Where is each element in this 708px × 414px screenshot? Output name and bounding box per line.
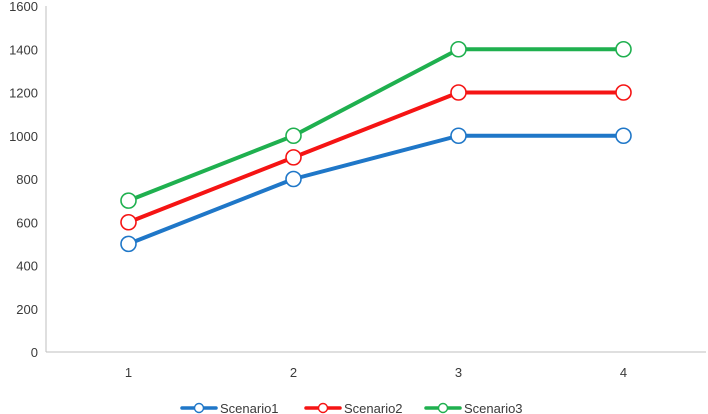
data-point: [450, 84, 467, 101]
legend-marker: [193, 402, 205, 414]
data-point: [450, 127, 467, 145]
data-point: [120, 192, 137, 209]
legend-marker: [437, 402, 449, 414]
data-point: [285, 170, 302, 188]
series-layer: [120, 40, 632, 253]
legend-label: Scenario2: [344, 401, 403, 414]
legend-item-3: Scenario3: [424, 401, 523, 414]
data-point: [120, 213, 137, 231]
x-tick-label: 2: [290, 365, 297, 380]
legend: Scenario1 Scenario2 Scenario3: [180, 401, 523, 414]
axes: 0 200 400 600 800 1000 1200 1400 1600 1 2 3 4: [9, 0, 706, 380]
y-tick-label: 1200: [9, 86, 38, 101]
y-tick-label: 600: [16, 215, 38, 230]
data-point: [615, 127, 632, 145]
series-line-3: [126, 47, 626, 203]
y-tick-label: 1600: [9, 0, 38, 14]
legend-item-1: Scenario1: [180, 401, 279, 414]
legend-label: Scenario3: [464, 401, 523, 414]
legend-item-2: Scenario2: [304, 401, 403, 414]
y-tick-label: 800: [16, 172, 38, 187]
data-point: [450, 40, 467, 58]
y-tick-label: 0: [31, 345, 38, 360]
data-point: [615, 40, 632, 58]
y-tick-label: 400: [16, 259, 38, 274]
x-tick-label: 3: [455, 365, 462, 380]
y-tick-label: 200: [16, 302, 38, 317]
data-point: [120, 235, 137, 253]
legend-marker: [317, 402, 329, 414]
x-tick-label: 1: [125, 365, 132, 380]
x-tick-label: 4: [620, 365, 627, 380]
legend-label: Scenario1: [220, 401, 279, 414]
y-tick-label: 1400: [9, 42, 38, 57]
series-line-2: [126, 90, 626, 225]
y-tick-label: 1000: [9, 129, 38, 144]
series-line-1: [126, 133, 626, 246]
data-point: [285, 127, 302, 145]
data-point: [615, 84, 632, 101]
data-point: [285, 149, 302, 166]
